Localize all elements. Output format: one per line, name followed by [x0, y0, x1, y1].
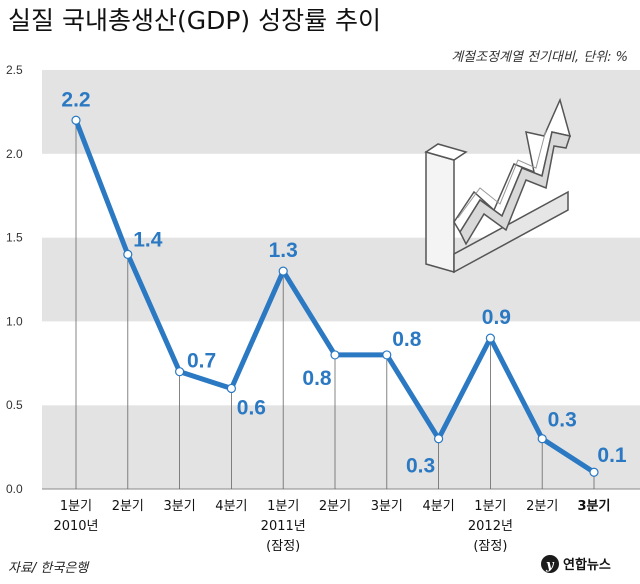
data-point: [226, 383, 236, 394]
grid-band: [42, 405, 640, 489]
data-label: 0.9: [482, 306, 511, 329]
data-label: 2.2: [61, 88, 90, 111]
data-point: [175, 367, 185, 377]
x-tick-label: 3분기: [163, 499, 195, 514]
logo-text: 연합뉴스: [563, 557, 611, 573]
x-tick-label: 4분기: [422, 499, 454, 514]
yonhap-logo-icon: [541, 555, 559, 573]
rising-arrow-icon: [424, 97, 572, 274]
y-tick-label: 1.5: [6, 231, 23, 245]
yonhap-logo: y 연합뉴스: [541, 555, 611, 573]
grid-band: [42, 321, 640, 406]
data-label: 1.4: [133, 228, 163, 251]
x-axis: 1분기 2010년 2분기 3분기 4분기 1분기 2011년 (잠정) 2분기 3분기 4분기 1분…: [53, 499, 610, 554]
data-points: [71, 115, 599, 477]
chart-subtitle: 계절조정계열 전기대비, 단위: %: [451, 50, 628, 65]
data-label: 0.7: [187, 350, 216, 373]
data-point: [382, 350, 392, 360]
y-tick-label: 0.5: [6, 398, 23, 412]
x-tick-label: 1분기: [267, 499, 299, 514]
data-point: [71, 115, 81, 125]
x-tick-label: (잠정): [473, 539, 507, 554]
data-point: [330, 350, 340, 360]
source-note: 자료/ 한국은행: [8, 561, 90, 576]
grid-band: [42, 237, 640, 322]
y-tick-label: 0.0: [6, 482, 23, 496]
data-labels: 2.2 1.4 0.7 0.6 1.3 0.8 0.8 0.3 0.9 0.3 0.1: [61, 88, 627, 477]
x-tick-label: 2010년: [53, 519, 98, 534]
chart-title: 실질 국내총생산(GDP) 성장률 추이: [8, 6, 381, 35]
y-tick-label: 1.0: [6, 314, 23, 328]
y-axis: 0.0 0.5 1.0 1.5 2.0 2.5: [6, 63, 23, 496]
data-point: [278, 266, 288, 276]
data-point: [485, 333, 495, 343]
data-label: 0.6: [237, 396, 266, 419]
x-tick-label: (잠정): [266, 539, 300, 554]
data-point: [123, 249, 133, 259]
data-label: 0.3: [406, 455, 435, 478]
x-tick-label: 2분기: [526, 499, 558, 514]
x-tick-label: 4분기: [215, 499, 247, 514]
y-tick-label: 2.5: [6, 63, 23, 77]
x-tick-label: 2분기: [112, 499, 144, 514]
data-label: 1.3: [269, 239, 298, 262]
data-point: [537, 434, 547, 444]
x-tick-label: 2011년: [261, 519, 306, 534]
x-tick-label: 2분기: [319, 499, 351, 514]
data-label: 0.1: [597, 444, 627, 467]
data-label: 0.8: [392, 328, 422, 351]
x-tick-label: 3분기: [578, 499, 611, 514]
x-tick-label: 1분기: [474, 499, 506, 514]
data-label: 0.8: [302, 367, 332, 390]
x-tick-label: 3분기: [371, 499, 403, 514]
data-point: [589, 467, 599, 477]
drop-lines: [75, 120, 595, 489]
svg-text:y: y: [545, 558, 555, 573]
data-label: 0.3: [548, 409, 577, 432]
x-tick-label: 2012년: [468, 519, 513, 534]
y-tick-label: 2.0: [6, 147, 23, 161]
x-tick-label: 1분기: [60, 499, 92, 514]
data-point: [434, 434, 444, 444]
